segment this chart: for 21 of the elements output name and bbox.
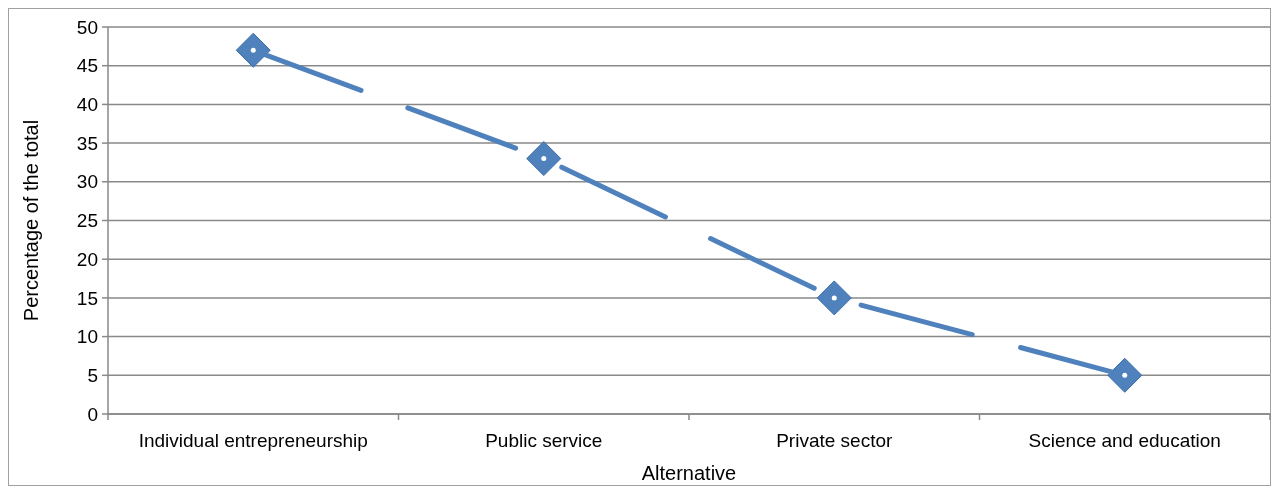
y-tick-label: 30 <box>76 171 98 193</box>
y-tick-label: 0 <box>87 403 98 425</box>
y-tick-label: 50 <box>76 16 98 38</box>
y-tick-label: 35 <box>76 132 98 154</box>
y-tick-label: 25 <box>76 210 98 232</box>
x-tick-label: Individual entrepreneurship <box>138 430 368 451</box>
y-axis-title: Percentage of the total <box>20 119 42 322</box>
x-tick-label: Public service <box>485 430 603 451</box>
x-tick-label: Science and education <box>1028 430 1221 451</box>
y-tick-label: 45 <box>76 55 98 77</box>
point <box>816 280 852 316</box>
point <box>526 141 562 177</box>
y-tick-label: 40 <box>76 94 98 116</box>
x-axis-title: Alternative <box>641 462 737 484</box>
x-tick-label: Private sector <box>776 430 893 451</box>
point <box>235 32 271 68</box>
y-tick-label: 10 <box>76 326 98 348</box>
y-tick-label: 15 <box>76 287 98 309</box>
y-tick-label: 20 <box>76 248 98 270</box>
point <box>1107 357 1143 393</box>
y-tick-label: 5 <box>87 364 98 386</box>
